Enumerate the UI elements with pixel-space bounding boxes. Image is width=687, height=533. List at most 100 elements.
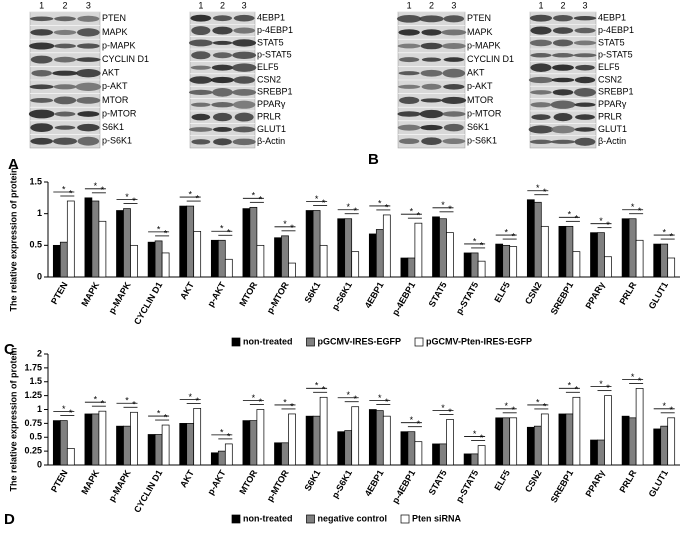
significance-mark: * [220,224,224,234]
protein-label: PTEN [102,13,126,23]
significance-mark: * [385,397,389,407]
significance-mark: * [290,401,294,411]
significance-mark: * [69,408,73,418]
bar [154,240,163,278]
significance-mark: * [94,181,98,191]
protein-label: p-4EBP1 [598,25,634,35]
bar [590,232,598,278]
y-tick-label: 1 [37,208,42,218]
bar [312,415,321,466]
lane-label: 2 [429,0,434,10]
significance-mark: * [385,202,389,212]
blot-band [188,39,213,47]
blot-band [232,100,256,109]
significance-mark: * [164,228,168,238]
bar [210,452,219,466]
legend-swatch [231,337,241,347]
significance-mark: * [417,211,421,221]
x-tick-label: p-MTOR [265,468,291,504]
x-tick-label: PTEN [49,280,70,306]
y-tick-label: 1 [37,404,42,414]
y-axis-title: The relative expression of protein [8,347,18,491]
bar [351,251,360,278]
significance-mark: * [473,429,477,439]
protein-label: STAT5 [598,37,625,47]
significance-mark: * [410,207,414,217]
bar [495,417,504,466]
bar [400,431,409,466]
bar [604,395,612,466]
significance-mark: * [227,431,231,441]
blot-band [398,71,420,76]
blot-band [399,138,420,145]
blot-band [575,64,595,71]
blot-band [443,83,465,90]
x-tick-label: PPARγ [583,468,606,498]
bar [628,218,637,278]
x-tick-label: p-MAPK [107,280,133,316]
bar [193,408,202,466]
significance-mark: * [227,228,231,238]
significance-mark: * [252,393,256,403]
blot-band [54,16,76,22]
bar [382,415,391,466]
x-tick-label: PPARγ [583,280,606,310]
blot-band [421,57,442,62]
blot-band [421,83,442,90]
blot-band [530,102,552,108]
protein-label: p-MTOR [102,108,137,118]
significance-mark: * [480,433,484,443]
blot-band [443,123,464,132]
significance-mark: * [322,385,326,395]
y-tick-label: 0.25 [24,446,42,456]
bar [604,256,612,278]
x-tick-label: PRLR [617,280,638,307]
lane-label: 2 [560,0,565,10]
protein-label: p-MTOR [467,108,502,118]
significance-mark: * [511,405,515,415]
blot-band [53,29,77,35]
significance-mark: * [353,394,357,404]
bar [66,448,75,466]
bar [84,413,93,466]
bar [477,445,486,466]
protein-label: CSN2 [257,74,281,84]
x-tick-label: PTEN [49,468,70,494]
bar [337,431,346,466]
significance-mark: * [283,219,287,229]
bar [305,415,314,466]
significance-mark: * [125,192,129,202]
blot-band [30,29,53,36]
protein-label: CYCLIN D1 [467,54,514,64]
significance-mark: * [157,408,161,418]
blot-band [212,40,233,45]
x-tick-label: ELF5 [492,468,512,492]
blot-band [210,76,235,84]
bar [116,210,124,278]
blot-band [53,56,77,63]
protein-label: p-MAPK [467,40,501,50]
blot-band [552,39,574,47]
bar [91,200,100,278]
blot-band [53,84,77,90]
x-tick-label: AKT [178,280,196,301]
x-tick-label: STAT5 [427,280,449,309]
significance-mark: * [599,379,603,389]
blot-band [397,43,421,49]
bar [621,415,630,466]
protein-label: S6K1 [102,122,124,132]
protein-label: MTOR [102,95,129,105]
protein-label: AKT [467,68,485,78]
significance-mark: * [259,397,263,407]
significance-mark: * [575,385,579,395]
protein-label: p-S6K1 [467,136,497,146]
blot-band [530,26,552,35]
blot-band [575,114,595,120]
blot-band [420,124,443,131]
blot-band [213,15,232,22]
bar [540,225,549,278]
blot-band [29,16,54,22]
y-tick-label: 0.5 [29,240,42,250]
legend-label: pGCMV-Pten-IRES-EGFP [426,336,532,346]
